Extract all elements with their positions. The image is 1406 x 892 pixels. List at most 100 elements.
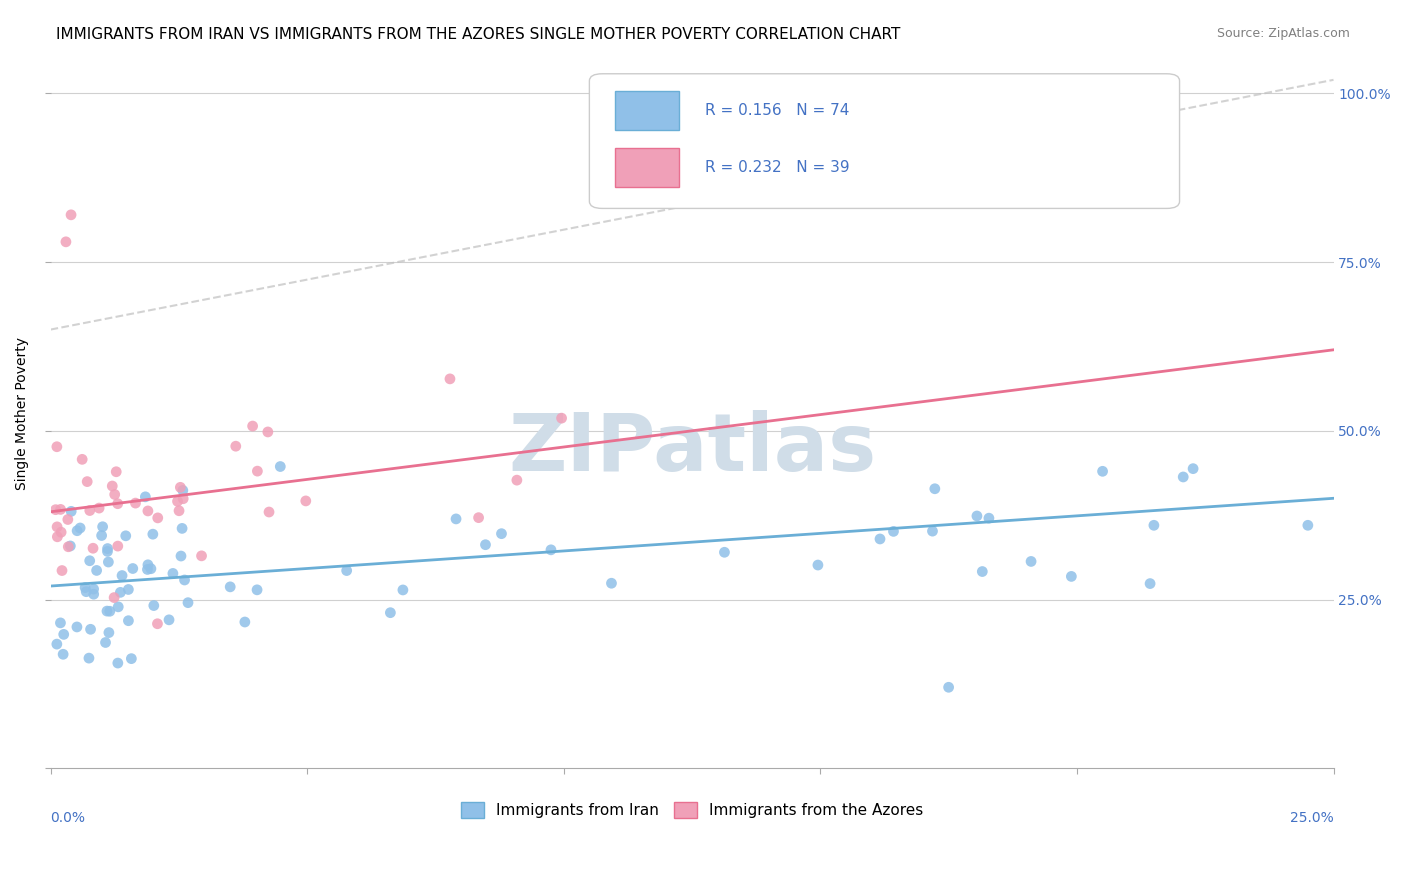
Point: [392, 582, 415, 597]
Point: [51, 564, 73, 578]
Point: [60, 504, 83, 518]
Point: [938, 680, 960, 694]
Point: [257, 505, 280, 519]
Point: [172, 491, 194, 506]
Point: [807, 558, 830, 572]
Point: [52, 647, 75, 661]
Point: [136, 504, 159, 518]
Point: [91, 520, 114, 534]
Point: [107, 656, 129, 670]
Point: [600, 576, 623, 591]
Point: [172, 521, 194, 535]
Point: [45, 637, 67, 651]
Point: [49, 525, 72, 540]
Point: [869, 532, 891, 546]
Point: [134, 490, 156, 504]
Point: [219, 580, 242, 594]
Bar: [614, 92, 679, 130]
Point: [972, 565, 994, 579]
Point: [45, 502, 67, 516]
Point: [107, 497, 129, 511]
Point: [166, 494, 188, 508]
Point: [1060, 569, 1083, 583]
Point: [225, 439, 247, 453]
Point: [46, 530, 69, 544]
Point: [173, 573, 195, 587]
Point: [882, 524, 904, 539]
Point: [97, 625, 120, 640]
Text: R = 0.232   N = 39: R = 0.232 N = 39: [704, 160, 849, 175]
Point: [169, 480, 191, 494]
Point: [491, 526, 513, 541]
Point: [103, 591, 125, 605]
Point: [70, 452, 93, 467]
Point: [69, 521, 91, 535]
Point: [172, 483, 194, 498]
Point: [90, 528, 112, 542]
Point: [233, 615, 256, 629]
Point: [336, 564, 359, 578]
Point: [56, 512, 79, 526]
Point: [380, 606, 402, 620]
Point: [1019, 554, 1042, 568]
Point: [86, 564, 108, 578]
Text: 25.0%: 25.0%: [1289, 811, 1333, 825]
Point: [1182, 461, 1205, 475]
Legend: Immigrants from Iran, Immigrants from the Azores: Immigrants from Iran, Immigrants from th…: [454, 797, 929, 824]
Point: [921, 524, 943, 538]
Point: [79, 554, 101, 568]
Point: [97, 555, 120, 569]
Point: [79, 622, 101, 636]
Point: [75, 581, 97, 595]
Point: [96, 604, 118, 618]
Point: [58, 540, 80, 554]
Point: [101, 479, 124, 493]
Point: [107, 599, 129, 614]
Point: [242, 419, 264, 434]
Point: [167, 504, 190, 518]
Point: [82, 541, 104, 556]
Point: [49, 615, 72, 630]
Point: [121, 561, 143, 575]
Point: [76, 475, 98, 489]
Point: [713, 545, 735, 559]
Point: [77, 651, 100, 665]
Point: [104, 487, 127, 501]
Point: [1296, 518, 1319, 533]
Point: [66, 524, 89, 538]
Point: [142, 527, 165, 541]
Point: [1091, 464, 1114, 478]
Text: Source: ZipAtlas.com: Source: ZipAtlas.com: [1216, 27, 1350, 40]
Point: [439, 372, 461, 386]
Bar: [614, 148, 679, 187]
Text: IMMIGRANTS FROM IRAN VS IMMIGRANTS FROM THE AZORES SINGLE MOTHER POVERTY CORRELA: IMMIGRANTS FROM IRAN VS IMMIGRANTS FROM …: [56, 27, 901, 42]
Point: [966, 508, 988, 523]
Point: [120, 651, 142, 665]
Text: R = 0.156   N = 74: R = 0.156 N = 74: [704, 103, 849, 118]
Point: [87, 501, 110, 516]
Point: [105, 465, 128, 479]
Point: [59, 539, 82, 553]
Point: [294, 494, 316, 508]
Point: [136, 562, 159, 576]
Point: [246, 582, 269, 597]
Point: [444, 512, 467, 526]
FancyBboxPatch shape: [589, 74, 1180, 209]
Point: [256, 425, 278, 439]
Point: [1143, 518, 1166, 533]
Point: [1173, 470, 1195, 484]
Point: [49, 502, 72, 516]
Point: [79, 503, 101, 517]
Point: [75, 584, 97, 599]
Point: [146, 511, 169, 525]
Point: [117, 582, 139, 597]
Point: [924, 482, 946, 496]
Point: [117, 614, 139, 628]
Point: [177, 596, 200, 610]
Point: [142, 599, 165, 613]
Point: [146, 616, 169, 631]
Point: [45, 440, 67, 454]
Point: [506, 473, 529, 487]
Y-axis label: Single Mother Poverty: Single Mother Poverty: [15, 337, 30, 491]
Point: [1139, 576, 1161, 591]
